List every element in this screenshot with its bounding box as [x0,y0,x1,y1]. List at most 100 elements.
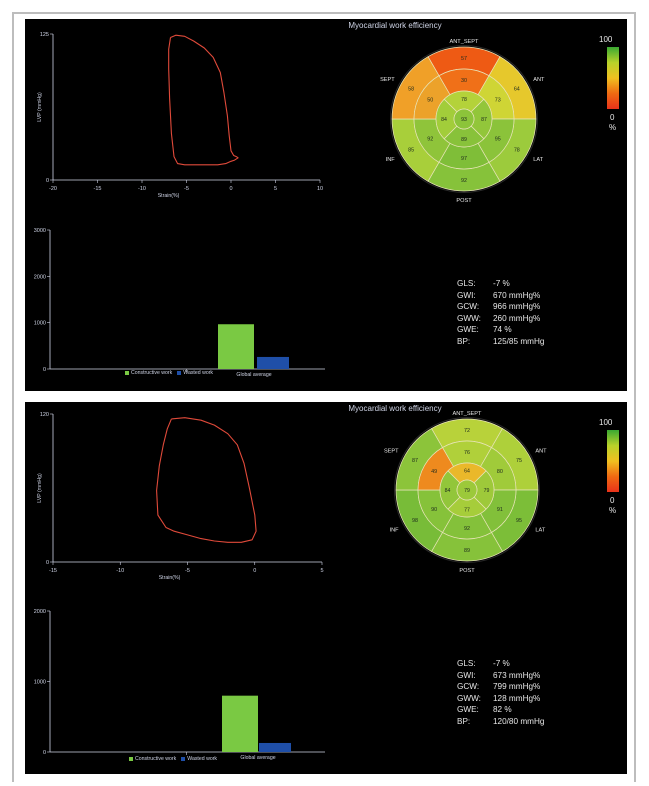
colorbar-max: 100 [599,35,613,44]
pressure-strain-loop-plot: -15 -10 -5 0 5 0 120 Strain(%) LVP (mmHg) [37,412,324,581]
bar-category-label: Global average [240,755,275,761]
bar-legend: Constructive work Wasted work [125,370,218,376]
stat-label: GCW: [457,302,480,312]
stat-label: GLS: [457,659,476,668]
legend-label: Constructive work [135,756,177,762]
y-axis-label: LVP (mmHg) [37,92,43,122]
legend-swatch [177,371,182,375]
bullseye-mid-value: 76 [464,450,470,456]
colorbar: 100 0 % [599,35,627,147]
x-tick-label: 5 [274,186,277,192]
colorbar-gradient [607,430,619,492]
legend-swatch [181,757,186,761]
colorbar-max: 100 [599,418,613,427]
bullseye-basal-value: 92 [461,178,467,184]
stats-block: GLS: -7 % GWI: 673 mmHg% GCW: 799 mmHg% GWW… [457,658,544,728]
x-tick-label: -15 [94,186,102,192]
legend-item-constructive: Constructive work [125,370,172,376]
x-tick-label: 10 [317,186,323,192]
y-axis-label: LVP (mmHg) [37,473,43,503]
stat-label: BP: [457,336,471,346]
bullseye-region-label: SEPT [384,449,399,455]
colorbar-min: 0 [610,113,615,122]
bar-y-tick-label: 0 [43,750,46,756]
stat-row: GWE: 82 % [457,704,544,716]
bullseye-mid-value: 30 [461,78,467,84]
stat-row: GWI: 670 mmHg% [457,290,544,302]
x-axis-label: Strain(%) [158,193,180,199]
bullseye-apex-segment [456,479,478,501]
stat-value: -7 % [493,659,510,668]
x-tick-label: -20 [49,186,57,192]
stat-row: GLS: -7 % [457,278,544,290]
legend-item-wasted: Wasted work [177,370,213,376]
bullseye-basal-value: 89 [464,548,470,554]
stat-value: 799 mmHg% [493,682,541,692]
stat-value: 673 mmHg% [493,670,541,680]
work-bar-chart: 0 1000 2000 Global average [34,609,325,761]
bar-y-tick-label: 2000 [34,609,46,615]
bullseye-basal-value: 75 [516,458,522,464]
colorbar-unit: % [609,506,617,515]
legend-item-constructive: Constructive work [129,756,176,762]
wasted-work-bar [259,742,291,752]
stat-row: GLS: -7 % [457,658,544,670]
bullseye-region-label: POST [459,568,475,574]
bullseye-apex-segment [453,108,475,130]
x-tick-label: -10 [138,186,146,192]
stat-row: GWE: 74 % [457,324,544,336]
bullseye-apex-value: 93 [461,117,467,123]
y-tick-label: 125 [40,32,49,38]
stat-label: GWW: [457,693,481,703]
pressure-strain-loop [168,34,239,166]
x-axis-label: Strain(%) [159,575,181,581]
bullseye-outer-ring [394,417,540,563]
stat-value: 966 mmHg% [493,302,541,312]
bullseye-basal-value: 57 [461,56,467,62]
bullseye-apical-value: 78 [461,97,467,103]
bullseye-basal-value: 98 [412,518,418,524]
stat-value: -7 % [493,279,510,288]
panel-svg: -15 -10 -5 0 5 0 120 Strain(%) LVP (mmHg) 72 76 75… [34,411,547,761]
stat-label: GCW: [457,682,480,692]
bullseye-plot: 57 30 64 73 78 95 92 97 85 92 58 50 78 87 89 84 93 ANT_SE… [380,39,545,204]
y-tick-label: 120 [40,412,49,418]
colorbar-gradient [607,47,619,109]
bar-legend: Constructive work Wasted work [129,756,222,762]
bullseye-apical-value: 79 [484,488,490,494]
stat-row: GWW: 128 mmHg% [457,693,544,705]
bullseye-region-label: INF [390,528,400,534]
bullseye-mid-value: 92 [464,526,470,532]
bullseye-basal-value: 85 [408,148,414,154]
legend-item-wasted: Wasted work [181,756,217,762]
bullseye-basal-value: 58 [408,87,414,93]
bullseye-mid-value: 92 [427,137,433,143]
bullseye-basal-value: 78 [514,148,520,154]
y-tick-label: 0 [46,560,49,566]
x-tick-label: 0 [229,186,232,192]
pressure-strain-loop [156,417,257,543]
stat-value: 670 mmHg% [493,290,541,300]
bar-y-tick-label: 0 [43,367,46,373]
x-tick-label: 5 [320,568,323,574]
x-tick-label: -5 [185,568,190,574]
bullseye-mid-value: 90 [431,507,437,513]
bullseye-apical-value: 89 [461,137,467,143]
stat-label: BP: [457,716,471,726]
y-tick-label: 0 [46,178,49,184]
legend-label: Wasted work [187,756,218,762]
stat-value: 128 mmHg% [493,693,541,703]
stat-row: GWI: 673 mmHg% [457,670,544,682]
bullseye-mid-value: 50 [427,98,433,104]
colorbar: 100 0 % [599,418,627,530]
bullseye-region-label: INF [386,157,396,163]
bar-y-tick-label: 3000 [34,228,46,234]
bullseye-mid-value: 91 [497,507,503,513]
stat-value: 120/80 mmHg [493,716,545,726]
bullseye-region-label: POST [456,198,472,204]
bar-y-tick-label: 1000 [34,680,46,686]
colorbar-min: 0 [610,496,615,505]
stat-value: 82 % [493,705,512,715]
bullseye-apical-value: 84 [441,117,447,123]
stat-label: GWI: [457,670,476,680]
